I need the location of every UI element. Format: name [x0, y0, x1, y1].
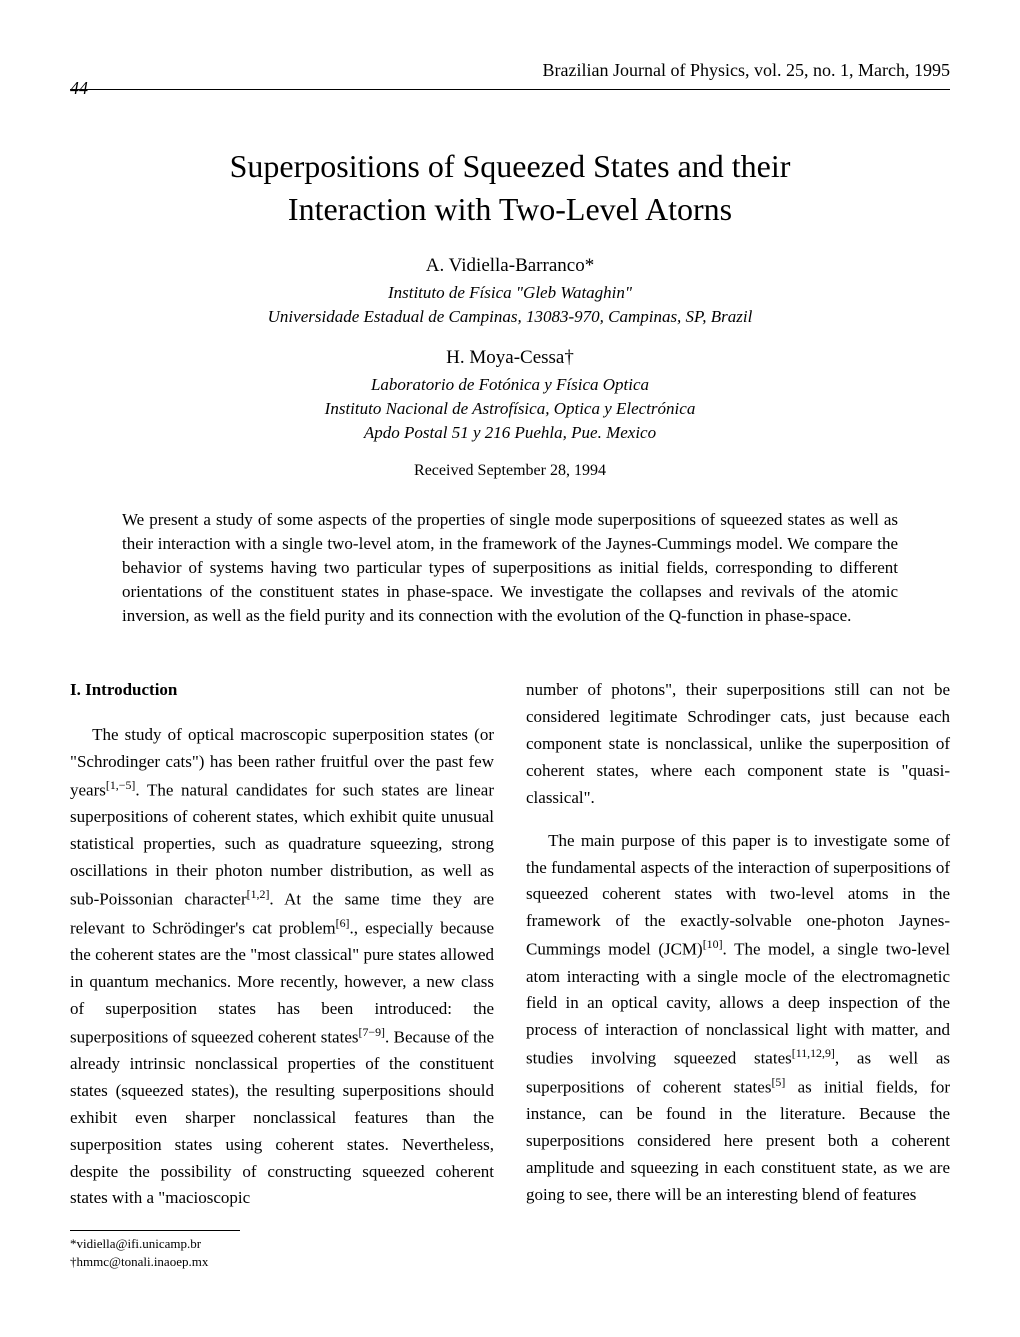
affiliation-2b: Instituto Nacional de Astrofísica, Optic… — [70, 397, 950, 421]
title-line2: Interaction with Two-Level Atorns — [288, 191, 732, 227]
intro-para-right-1: number of photons", their superpositions… — [526, 677, 950, 811]
footnote-1: *vidiella@ifi.unicamp.br — [70, 1235, 494, 1253]
intro-para-right-2: The main purpose of this paper is to inv… — [526, 828, 950, 1209]
author-name-1: A. Vidiella-Barranco* — [70, 255, 950, 277]
abstract: We present a study of some aspects of th… — [122, 508, 898, 627]
paper-title: Superpositions of Squeezed States and th… — [70, 145, 950, 231]
affiliation-2c: Apdo Postal 51 y 216 Puehla, Pue. Mexico — [70, 421, 950, 445]
received-date: Received September 28, 1994 — [70, 462, 950, 480]
header-rule — [70, 89, 950, 90]
author-block-2: H. Moya-Cessa† Laboratorio de Fotónica y… — [70, 347, 950, 444]
page-number: 44 — [70, 78, 88, 99]
footnotes: *vidiella@ifi.unicamp.br †hmmc@tonali.in… — [70, 1235, 494, 1270]
footnote-2: †hmmc@tonali.inaoep.mx — [70, 1253, 494, 1271]
affiliation-1a: Instituto de Física "Gleb Wataghin" — [70, 281, 950, 305]
journal-header: Brazilian Journal of Physics, vol. 25, n… — [70, 60, 950, 81]
affiliation-2a: Laboratorio de Fotónica y Física Optica — [70, 373, 950, 397]
left-column: I. Introduction The study of optical mac… — [70, 677, 494, 1270]
footnote-rule — [70, 1230, 240, 1231]
body-columns: I. Introduction The study of optical mac… — [70, 677, 950, 1270]
author-name-2: H. Moya-Cessa† — [70, 347, 950, 369]
section-heading-intro: I. Introduction — [70, 677, 494, 704]
author-block-1: A. Vidiella-Barranco* Instituto de Físic… — [70, 255, 950, 329]
title-line1: Superpositions of Squeezed States and th… — [230, 148, 791, 184]
right-column: number of photons", their superpositions… — [526, 677, 950, 1270]
intro-para-left: The study of optical macroscopic superpo… — [70, 722, 494, 1212]
affiliation-1b: Universidade Estadual de Campinas, 13083… — [70, 305, 950, 329]
